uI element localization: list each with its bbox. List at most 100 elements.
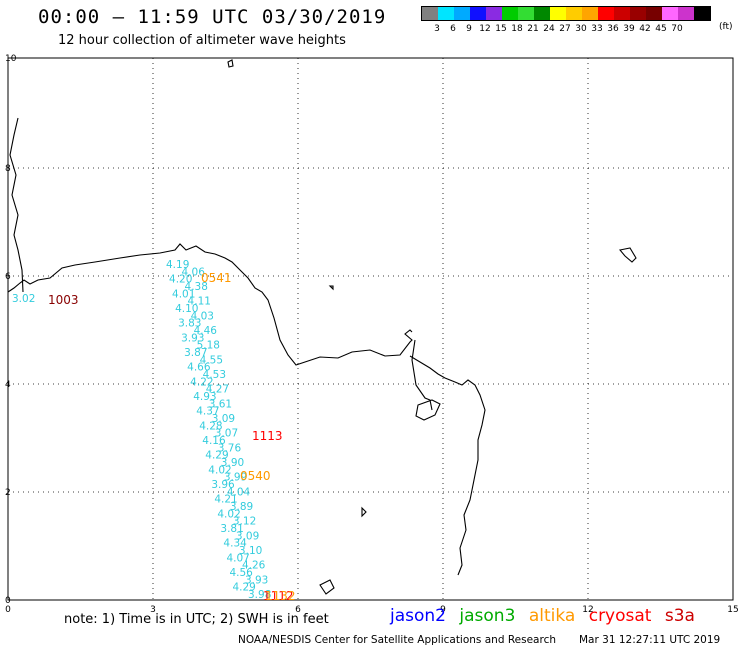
satellite-sources: jason2 jason3 altika cryosat s3a [390,606,703,626]
legend-swatch [694,7,710,20]
coastline-atlantic [9,117,24,293]
legend-label: 18 [511,24,523,34]
legend-label: 9 [466,24,472,34]
wave-height-label: 4.66 [187,362,211,374]
pass-time-label: 1113 [252,429,283,443]
map-frame [7,57,734,601]
wave-height-label: 3.02 [12,293,35,305]
legend-label: 15 [495,24,507,34]
map-title: 00:00 – 11:59 UTC 03/30/2019 [38,6,387,28]
legend-swatch [502,7,518,20]
y-tick-label: 6 [5,272,11,282]
source-jason3: jason3 [459,606,516,626]
wave-height-label: 4.37 [196,406,219,418]
wave-height-label: 4.27 [206,384,229,396]
wave-height-label: 3.10 [239,545,262,557]
x-tick-label: 6 [295,605,301,615]
legend-swatch [518,7,534,20]
wave-height-label: 4.26 [242,560,266,572]
wave-height-label: 4.16 [202,435,226,447]
legend-label: 12 [479,24,491,34]
wave-height-label: 3.83 [178,318,201,330]
wave-height-label: 4.29 [205,450,228,462]
coastline-yucatan-west [411,339,433,411]
wave-height-label: 4.38 [185,281,208,293]
y-tick-label: 10 [5,54,17,64]
wave-height-label: 4.03 [191,310,214,322]
legend-label: 30 [575,24,587,34]
wave-height-label: 3.98 [248,589,271,601]
pass-time-label: 0540 [240,469,271,483]
legend-label: 27 [559,24,571,34]
legend-swatch [550,7,566,20]
wave-height-label: 4.46 [194,325,218,337]
legend-swatch [422,7,438,20]
coast-fragment-1 [361,506,367,518]
legend-swatches [421,6,711,21]
legend-label: 21 [527,24,539,34]
source-s3a: s3a [664,606,695,626]
wave-height-label: 4.11 [188,296,211,308]
legend-label: 24 [543,24,555,34]
legend-swatch [646,7,662,20]
wave-height-label: 3.76 [218,442,242,454]
credit-line: NOAA/NESDIS Center for Satellite Applica… [238,634,556,646]
wave-height-label: 3.07 [215,428,238,440]
coastline-yucatan [409,355,486,576]
wave-height-label: 3.93 [181,332,204,344]
island-south [319,579,335,595]
axis-tick-labels: 0 3 6 9 12 15 0 2 4 6 8 10 [5,54,739,615]
wave-height-label: 3.87 [184,347,207,359]
wave-height-label: 3.89 [230,501,253,513]
legend-label: 70 [671,24,683,34]
island-lagoon [415,399,441,421]
legend-swatch [678,7,694,20]
island-small-north [227,59,234,68]
legend-swatch [662,7,678,20]
legend-label: 6 [450,24,456,34]
pass-time-label: 1112 [263,589,294,603]
coast-fragment-2 [328,285,334,291]
wave-height-label: 4.29 [232,582,255,594]
legend-swatch [630,7,646,20]
wave-height-label: 3.93 [245,574,268,586]
source-altika: altika [528,606,576,626]
note-text: note: 1) Time is in UTC; 2) SWH is in fe… [64,612,329,627]
wave-height-label: 4.02 [217,508,240,520]
y-tick-label: 8 [5,164,11,174]
legend-labels: 3 6 9 12 15 18 21 24 27 30 33 36 39 42 45 70 [421,24,711,34]
wave-height-label: 4.01 [172,288,195,300]
legend-swatch [454,7,470,20]
wave-height-label: 4.93 [193,391,216,403]
y-tick-label: 0 [5,596,11,606]
legend-swatch [470,7,486,20]
wave-height-label: 4.07 [226,552,249,564]
pass-time-label: 0541 [201,271,232,285]
x-tick-label: 9 [440,605,446,615]
legend-unit: (ft) [719,22,733,32]
wave-height-label: 3.09 [212,413,235,425]
generated-timestamp: Mar 31 12:27:11 UTC 2019 [579,634,721,646]
wave-height-label: 3.99 [224,472,247,484]
wave-height-label: 4.06 [182,266,206,278]
wave-height-label: 4.28 [199,420,222,432]
wave-height-label: 4.53 [203,369,226,381]
island-cuba-west [618,247,637,263]
legend-label: 45 [655,24,667,34]
legend-swatch [534,7,550,20]
wave-height-label: 4.20 [169,274,192,286]
x-tick-label: 0 [5,605,11,615]
coastline-gulf [7,243,413,366]
source-jason2: jason2 [390,606,446,626]
x-tick-label: 15 [727,605,738,615]
legend-label: 39 [623,24,635,34]
wave-height-label: 5.18 [197,340,220,352]
pass-time-label: 1003 [48,293,79,307]
map-subtitle: 12 hour collection of altimeter wave hei… [58,33,346,48]
legend-label: 33 [591,24,603,34]
legend-swatch [582,7,598,20]
wave-height-label: 3.90 [221,457,244,469]
legend-label: 42 [639,24,651,34]
